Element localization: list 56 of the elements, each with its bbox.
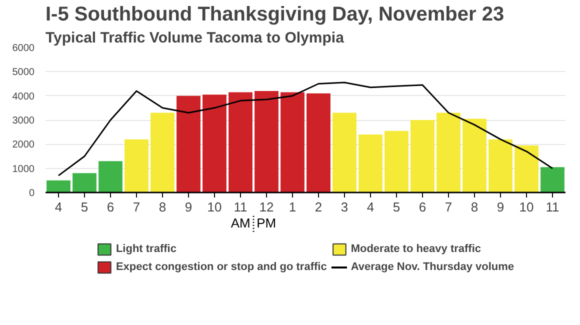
bar bbox=[488, 139, 512, 192]
y-tick-label: 5000 bbox=[12, 67, 35, 78]
y-tick-label: 6000 bbox=[12, 43, 35, 54]
bar bbox=[358, 134, 382, 192]
x-tick-label: 6 bbox=[106, 200, 114, 214]
y-tick-label: 2000 bbox=[12, 140, 35, 151]
bar bbox=[410, 120, 434, 192]
x-tick-label: 4 bbox=[54, 200, 62, 214]
bar bbox=[462, 118, 486, 192]
bar bbox=[514, 145, 538, 192]
text: PM bbox=[256, 216, 276, 231]
chart-title: I-5 Southbound Thanksgiving Day, November 23 bbox=[46, 4, 504, 26]
x-tick-label: 5 bbox=[392, 200, 400, 214]
legend-label: Expect congestion or stop and go traffic bbox=[116, 260, 327, 274]
bar bbox=[98, 161, 122, 192]
line-series bbox=[58, 82, 554, 176]
y-tick-label: 3000 bbox=[12, 116, 35, 126]
bar bbox=[176, 96, 200, 192]
x-tick-label: 11 bbox=[546, 200, 560, 214]
bar bbox=[280, 92, 304, 192]
x-tick-label: 1 bbox=[288, 200, 296, 214]
x-tick-label: 6 bbox=[418, 200, 426, 214]
x-tick-label: 12 bbox=[259, 200, 274, 214]
text: AM bbox=[230, 216, 250, 231]
x-tick-label: 11 bbox=[234, 200, 248, 214]
y-tick-label: 4000 bbox=[12, 91, 35, 102]
x-tick-label: 4 bbox=[366, 200, 374, 214]
bar bbox=[72, 173, 96, 192]
x-tick-label: 9 bbox=[496, 200, 504, 214]
x-tick-label: 10 bbox=[207, 200, 222, 214]
bar bbox=[150, 112, 174, 192]
y-tick-label: 0 bbox=[28, 188, 35, 199]
x-tick-label: 8 bbox=[470, 200, 478, 214]
x-tick-label: 2 bbox=[314, 200, 322, 214]
bar bbox=[124, 139, 148, 192]
x-tick-label: 8 bbox=[158, 200, 166, 214]
legend-label: Light traffic bbox=[116, 242, 176, 256]
x-tick-label: 7 bbox=[444, 200, 452, 214]
bar bbox=[306, 93, 330, 192]
x-tick-label: 3 bbox=[340, 200, 348, 214]
legend-label: Average Nov. Thursday volume bbox=[350, 260, 514, 274]
x-tick-label: 7 bbox=[132, 200, 140, 214]
x-tick-label: 5 bbox=[80, 200, 88, 214]
bar bbox=[46, 180, 70, 192]
x-tick-label: 10 bbox=[519, 200, 534, 214]
legend-label: Moderate to heavy traffic bbox=[350, 242, 482, 256]
y-tick-label: 1000 bbox=[12, 164, 35, 175]
bar bbox=[540, 167, 564, 192]
bar bbox=[254, 91, 278, 192]
bar bbox=[436, 112, 460, 192]
bar bbox=[202, 94, 226, 192]
bar bbox=[332, 112, 356, 192]
bar bbox=[228, 92, 252, 192]
bar bbox=[384, 130, 408, 192]
x-tick-label: 9 bbox=[184, 200, 192, 214]
chart-subtitle: Typical Traffic Volume Tacoma to Olympia bbox=[46, 30, 345, 46]
